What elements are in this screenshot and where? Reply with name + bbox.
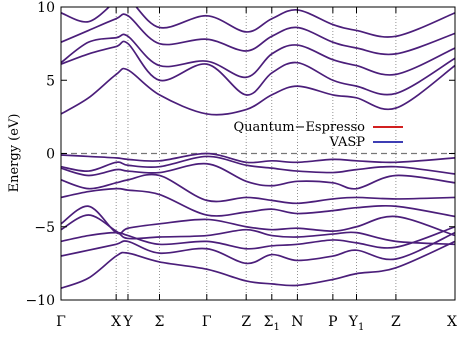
x-tick-label-10: Z [391, 314, 401, 330]
band-line-11 [61, 64, 455, 116]
x-tick-label-4: Γ [202, 314, 212, 330]
y-axis-ticks: −10 −5 0 5 10 [25, 0, 455, 309]
kpoint-divider-lines [115, 7, 397, 300]
band-line-12 [61, 40, 455, 96]
x-tick-label-11: X [447, 314, 457, 330]
x-tick-label-5: Z [241, 314, 251, 330]
band-line-7 [61, 173, 455, 205]
y-tick-label: 5 [46, 73, 55, 89]
band-line-10 [61, 152, 455, 164]
x-tick-label-1: X [111, 314, 121, 330]
x-tick-label-3: Σ [155, 314, 165, 330]
x-tick-label-0: Γ [56, 314, 66, 330]
x-tick-label-subscript: 1 [274, 322, 280, 333]
x-tick-label-subscript: 1 [358, 322, 364, 333]
band-line-2 [61, 231, 455, 265]
x-tick-label-9: Y1 [348, 314, 365, 333]
band-line-4 [61, 214, 455, 246]
x-tick-label-2: Y [122, 314, 133, 330]
band-line-14 [61, 13, 455, 56]
band-line-8 [61, 162, 455, 190]
y-axis-label: Energy (eV) [7, 114, 22, 193]
y-tick-label: −5 [34, 220, 55, 236]
x-axis-ticks: Γ X Y Σ Γ Z Σ1 N P Y1 Z X [56, 7, 457, 333]
band-line-9 [61, 155, 455, 175]
y-tick-label: 10 [37, 0, 55, 16]
x-tick-label-7: N [291, 314, 303, 330]
y-tick-label: 0 [46, 147, 55, 163]
x-tick-label-6: Σ1 [264, 314, 280, 333]
band-line-5 [61, 205, 455, 237]
legend-label-2: VASP [328, 135, 365, 150]
band-line-6 [61, 187, 455, 218]
band-line-13 [61, 33, 455, 79]
legend-label-1: Quantum−Espresso [233, 120, 365, 135]
band-line-15 [61, 7, 455, 38]
x-tick-label-8: P [328, 314, 337, 330]
y-tick-label: −10 [25, 293, 55, 309]
band-line-1 [61, 240, 455, 290]
bands-layer [61, 7, 455, 290]
